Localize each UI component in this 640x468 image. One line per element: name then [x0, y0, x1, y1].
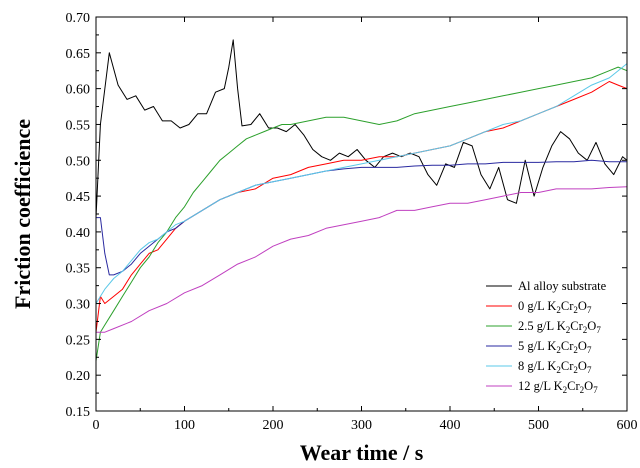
y-tick-label: 0.65 — [66, 47, 91, 62]
x-tick-label: 400 — [440, 418, 461, 433]
y-tick-label: 0.60 — [66, 83, 91, 98]
series-line-2-5-g-l-k2cr2o7 — [95, 66, 628, 361]
y-tick-label: 0.70 — [66, 11, 91, 26]
legend: Al alloy substrate 0 g/L K2Cr2O7 2.5 g/L K… — [486, 279, 607, 395]
x-tick-label: 600 — [617, 418, 638, 433]
series-layer — [95, 39, 628, 361]
ticks-layer: 0 100 200 300 400 500 600 0.15 0.20 0.25 0.30 0.35 0… — [66, 11, 638, 433]
y-axis-title: Friction coefficience — [10, 119, 35, 309]
x-tick-label: 100 — [174, 418, 195, 433]
y-tick-label: 0.15 — [66, 405, 91, 420]
legend-label: 5 g/L K2Cr2O7 — [518, 339, 592, 355]
y-tick-label: 0.55 — [66, 118, 91, 133]
y-tick-label: 0.20 — [66, 369, 91, 384]
y-tick-label: 0.25 — [66, 333, 91, 348]
legend-label: 12 g/L K2Cr2O7 — [518, 379, 598, 395]
x-tick-label: 200 — [263, 418, 284, 433]
y-tick-label: 0.30 — [66, 298, 91, 313]
y-tick-label: 0.40 — [66, 226, 91, 241]
x-tick-label: 300 — [351, 418, 372, 433]
legend-label: 0 g/L K2Cr2O7 — [518, 299, 592, 315]
y-tick-label: 0.50 — [66, 154, 91, 169]
legend-label: 8 g/L K2Cr2O7 — [518, 359, 592, 375]
x-axis-title: Wear time / s — [300, 440, 424, 465]
legend-label: Al alloy substrate — [518, 279, 607, 293]
series-line-12-g-l-k2cr2o7 — [96, 186, 628, 333]
legend-label: 2.5 g/L K2Cr2O7 — [518, 319, 601, 335]
series-line-0-g-l-k2cr2o7 — [95, 81, 628, 333]
y-tick-label: 0.45 — [66, 190, 91, 205]
series-line-8-g-l-k2cr2o7 — [95, 63, 628, 304]
x-tick-label: 500 — [528, 418, 549, 433]
series-line-al-alloy-substrate — [95, 39, 628, 218]
y-tick-label: 0.35 — [66, 262, 91, 277]
x-tick-label: 0 — [93, 418, 100, 433]
